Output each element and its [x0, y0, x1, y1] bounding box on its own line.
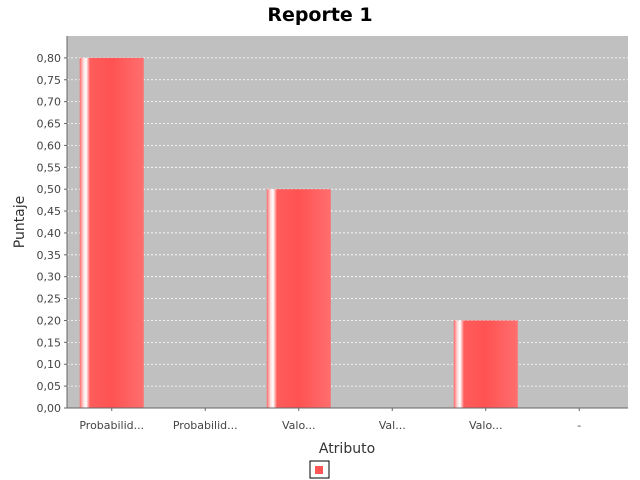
y-tick-label: 0,80	[37, 52, 62, 65]
y-tick-label: 0,65	[37, 118, 62, 131]
x-tick-label: -	[577, 419, 581, 432]
y-tick-label: 0,05	[37, 380, 62, 393]
y-tick-label: 0,75	[37, 74, 62, 87]
chart-title: Reporte 1	[267, 4, 372, 26]
y-tick-label: 0,20	[37, 314, 62, 327]
bar	[453, 320, 518, 408]
plot-area	[67, 36, 628, 408]
y-tick-label: 0,35	[37, 249, 62, 262]
legend	[309, 460, 330, 479]
x-ticks: Probabilid... Probabilid... Valo... Val... V…	[79, 408, 581, 432]
bar	[79, 57, 144, 408]
y-tick-label: 0,50	[37, 183, 62, 196]
x-tick-label: Valo...	[282, 419, 316, 432]
x-tick-label: Valo...	[469, 419, 503, 432]
y-tick-label: 0,15	[37, 336, 62, 349]
y-tick-label: 0,00	[37, 402, 62, 415]
x-tick-label: Probabilid...	[79, 419, 144, 432]
y-tick-label: 0,70	[37, 96, 62, 109]
x-tick-label: Val...	[379, 419, 406, 432]
y-tick-label: 0,10	[37, 358, 62, 371]
y-axis-label: Puntaje	[12, 196, 28, 249]
y-tick-label: 0,25	[37, 293, 62, 306]
x-axis-label: Atributo	[319, 441, 375, 457]
bar	[266, 189, 331, 408]
y-tick-label: 0,60	[37, 139, 62, 152]
legend-swatch	[315, 466, 323, 474]
grid-lines	[67, 57, 628, 387]
y-tick-label: 0,45	[37, 205, 62, 218]
y-tick-label: 0,30	[37, 271, 62, 284]
x-tick-label: Probabilid...	[173, 419, 238, 432]
y-tick-label: 0,40	[37, 227, 62, 240]
y-ticks: 0,00 0,05 0,10 0,15 0,20 0,25 0,30 0,35 0,40 0,45…	[37, 52, 67, 415]
y-tick-label: 0,55	[37, 161, 62, 174]
bars	[79, 57, 518, 408]
